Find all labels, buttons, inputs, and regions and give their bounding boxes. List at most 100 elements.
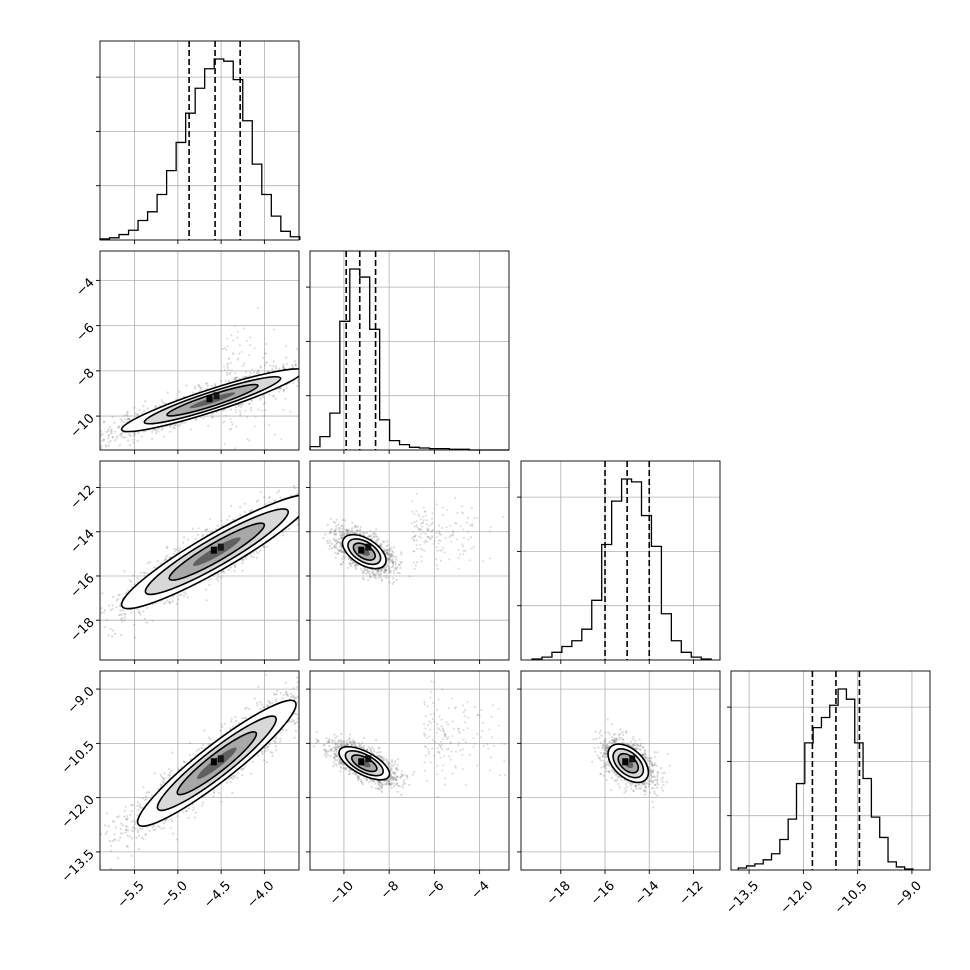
scatter-point — [448, 536, 451, 539]
scatter-point — [319, 468, 321, 470]
scatter-point — [435, 531, 438, 534]
scatter-point — [94, 434, 96, 436]
scatter-point — [457, 556, 460, 559]
scatter-point — [285, 693, 288, 696]
scatter-point — [396, 565, 399, 569]
scatter-point — [408, 575, 411, 578]
scatter-point — [295, 347, 298, 350]
scatter-point — [307, 368, 309, 370]
scatter-point — [277, 367, 280, 370]
scatter-point — [248, 402, 251, 406]
scatter-point — [278, 489, 281, 492]
scatter-point — [226, 363, 229, 366]
scatter-point — [248, 374, 251, 377]
scatter-point — [125, 818, 128, 821]
scatter-point — [230, 408, 233, 411]
scatter-point — [335, 527, 338, 530]
scatter-point — [311, 483, 313, 485]
scatter-point — [346, 531, 349, 534]
scatter-point — [113, 439, 116, 442]
scatter-point — [395, 556, 398, 559]
scatter-point — [108, 434, 111, 437]
scatter-point — [172, 426, 175, 429]
scatter-point — [316, 504, 318, 506]
scatter-point — [313, 525, 315, 527]
scatter-point — [411, 537, 414, 540]
scatter-point — [268, 496, 271, 499]
scatter-point — [442, 513, 444, 516]
scatter-point — [422, 531, 425, 534]
scatter-point — [362, 578, 365, 581]
scatter-point — [146, 791, 149, 794]
scatter-point — [344, 528, 347, 532]
scatter-point — [178, 549, 181, 552]
scatter-point — [379, 571, 382, 574]
scatter-point — [119, 604, 122, 608]
scatter-point — [297, 696, 299, 699]
density-contour — [120, 493, 299, 610]
scatter-point — [354, 564, 357, 567]
scatter-point — [338, 530, 341, 534]
scatter-point — [353, 562, 356, 565]
scatter-point — [438, 533, 441, 536]
scatter-point — [269, 364, 272, 367]
scatter-point — [121, 620, 124, 623]
scatter-point — [305, 511, 307, 513]
scatter-point — [200, 746, 203, 750]
scatter-point — [320, 362, 322, 364]
scatter-point — [368, 535, 371, 538]
scatter-point — [415, 539, 418, 542]
scatter-point — [110, 432, 113, 435]
scatter-point — [303, 367, 305, 369]
scatter-point — [233, 565, 236, 568]
scatter-point — [125, 420, 129, 423]
scatter-point — [154, 432, 158, 435]
scatter-point — [343, 534, 346, 537]
scatter-point — [97, 614, 99, 616]
scatter-point — [431, 529, 434, 532]
scatter-point — [272, 739, 275, 742]
scatter-point — [187, 538, 190, 541]
scatter-point — [256, 551, 259, 555]
scatter-point — [361, 569, 364, 572]
scatter-point — [265, 545, 268, 548]
scatter-point — [274, 499, 277, 502]
scatter-point — [143, 574, 146, 577]
scatter-point — [424, 510, 426, 513]
scatter-point — [285, 529, 288, 532]
scatter-point — [320, 377, 322, 379]
scatter-point — [356, 529, 359, 533]
scatter-point — [135, 820, 138, 824]
scatter-point — [145, 798, 148, 801]
scatter-point — [379, 576, 382, 579]
scatter-point — [358, 529, 361, 532]
density-contour — [347, 538, 382, 566]
scatter-point — [195, 418, 198, 421]
scatter-point — [320, 351, 322, 353]
scatter-point — [359, 660, 361, 662]
scatter-point — [122, 421, 125, 424]
scatter-point — [351, 529, 354, 532]
scatter-point — [292, 382, 294, 385]
scatter-point — [324, 403, 326, 405]
scatter-point — [380, 569, 383, 572]
scatter-point — [233, 774, 236, 778]
scatter-point — [382, 547, 386, 550]
scatter-point — [241, 569, 244, 572]
scatter-point — [107, 441, 110, 444]
scatter-point — [368, 534, 371, 538]
scatter-point — [395, 558, 398, 561]
scatter-point — [109, 609, 112, 612]
scatter-point — [191, 803, 194, 806]
scatter-point — [241, 402, 244, 406]
scatter-point — [337, 351, 339, 353]
scatter-point — [113, 430, 117, 433]
scatter-point — [296, 721, 299, 724]
scatter-point — [169, 601, 172, 604]
scatter-point — [329, 531, 332, 535]
histogram-step — [99, 58, 301, 240]
scatter-point — [383, 569, 387, 572]
scatter-point — [125, 413, 128, 416]
scatter-point — [384, 571, 387, 574]
scatter-point — [281, 531, 284, 534]
